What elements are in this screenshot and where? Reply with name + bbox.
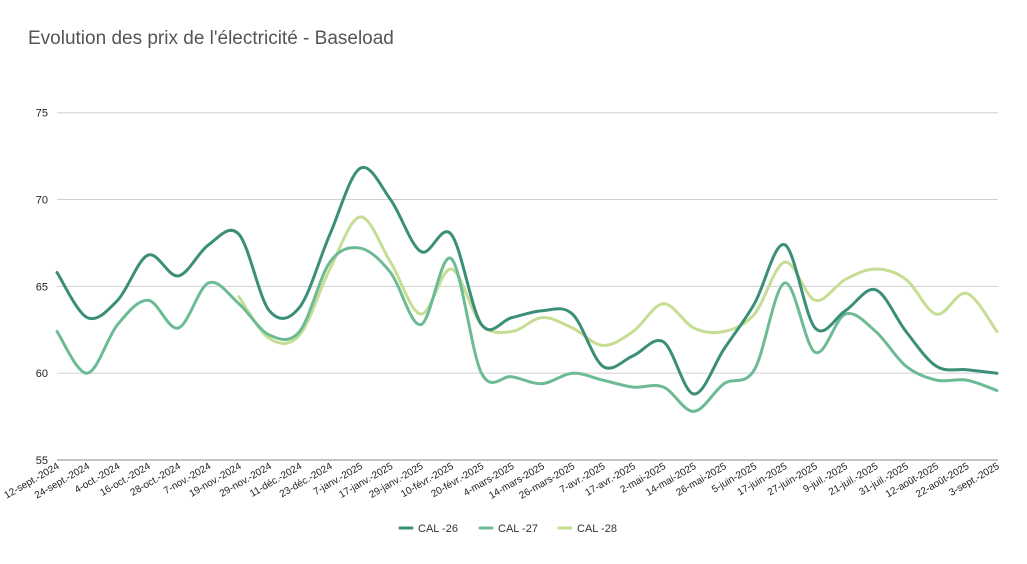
legend: CAL -26 CAL -27 CAL -28 [398,523,617,535]
series-line-cal-28 [237,215,999,347]
x-axis-ticks: 12-sept.-202424-sept.-20244-oct.-202416-… [3,461,1002,502]
series-lines [55,165,999,413]
legend-label: CAL -27 [498,523,538,535]
y-tick-label: 60 [36,368,48,380]
series-line-cal-26 [55,165,999,396]
y-axis-ticks: 55 60 65 70 75 [36,108,48,467]
legend-label: CAL -28 [577,523,617,535]
gridlines [57,112,998,461]
legend-item[interactable]: CAL -28 [557,523,617,535]
legend-label: CAL -26 [418,523,458,535]
y-tick-label: 75 [36,108,48,120]
series-line-cal-27 [55,246,999,413]
y-tick-label: 55 [36,455,48,467]
y-tick-label: 70 [36,195,48,207]
legend-item[interactable]: CAL -27 [478,523,538,535]
y-tick-label: 65 [36,281,48,293]
chart-title: Evolution des prix de l'électricité - Ba… [28,28,394,49]
legend-item[interactable]: CAL -26 [398,523,458,535]
